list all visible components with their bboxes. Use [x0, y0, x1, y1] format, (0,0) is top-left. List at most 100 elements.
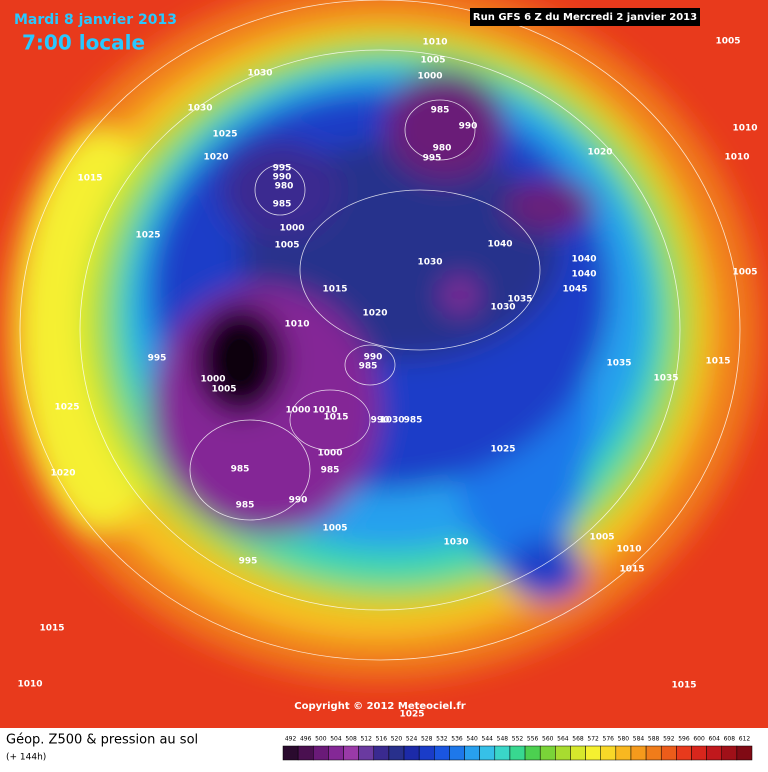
pressure-label: 1040: [571, 255, 596, 265]
band: [505, 180, 595, 230]
pressure-label: 1025: [212, 130, 237, 140]
forecast-time: 7:00 locale: [22, 31, 145, 55]
scale-label: 572: [587, 736, 599, 743]
scale-swatch: [706, 745, 722, 761]
pressure-label: 1005: [211, 385, 236, 395]
scale-swatch: [373, 745, 390, 761]
pressure-label: 990: [273, 173, 292, 183]
scale-swatch: [358, 745, 375, 761]
scale-label: 552: [512, 736, 524, 743]
pressure-label: 1005: [732, 268, 757, 278]
isobar: [344, 344, 396, 386]
pressure-label: 1025: [399, 710, 424, 720]
scale-swatch: [555, 745, 571, 761]
scale-swatch: [691, 745, 707, 761]
scale-swatch: [282, 745, 299, 761]
run-box: [470, 8, 700, 26]
scale-swatch: [328, 745, 344, 761]
scale-label: 516: [376, 736, 388, 743]
isobars: [19, 0, 741, 661]
scale-label: 584: [633, 736, 645, 743]
pressure-label: 1005: [420, 56, 445, 66]
pressure-label: 1015: [322, 285, 347, 295]
pressure-label: 1030: [379, 416, 404, 426]
scale-label: 608: [724, 736, 736, 743]
pressure-label: 1030: [443, 538, 468, 548]
isobar: [299, 189, 541, 351]
scale-swatch: [585, 745, 601, 761]
scale-swatch: [645, 745, 662, 761]
scale-swatch: [418, 745, 435, 761]
band: [195, 305, 285, 415]
scale-swatch: [539, 745, 556, 761]
pressure-label: 1035: [653, 374, 678, 384]
pressure-label: 1020: [203, 153, 228, 163]
pressure-label: 1015: [323, 413, 348, 423]
scale-swatch: [600, 745, 617, 761]
pressure-label: 1040: [487, 240, 512, 250]
run-info: Run GFS 6 Z du Mercredi 2 janvier 2013: [473, 12, 697, 23]
band: [220, 140, 340, 240]
scale-label: 576: [603, 736, 615, 743]
pressure-label: 1015: [77, 174, 102, 184]
pressure-label: 1010: [312, 406, 337, 416]
pressure-label: 990: [371, 416, 390, 426]
scale-label: 512: [360, 736, 372, 743]
pressure-label: 1020: [362, 309, 387, 319]
scale-label: 580: [618, 736, 630, 743]
scale-label: 496: [300, 736, 312, 743]
pressure-label: 980: [275, 182, 294, 192]
scale-label: 600: [693, 736, 705, 743]
geopotential-shading: [0, 0, 760, 680]
scale-label: 500: [315, 736, 327, 743]
pressure-label: 1005: [322, 524, 347, 534]
pressure-label: 1015: [619, 565, 644, 575]
pressure-label: 995: [423, 154, 442, 164]
scale-label: 564: [557, 736, 569, 743]
scale-swatch: [464, 745, 480, 761]
pressure-label: 1015: [671, 681, 696, 691]
copyright: Copyright © 2012 Meteociel.fr: [294, 701, 465, 712]
pressure-label: 1030: [417, 258, 442, 268]
pressure-label: 1000: [417, 72, 442, 82]
scale-swatch: [509, 745, 526, 761]
band: [442, 277, 478, 313]
pressure-label: 1035: [606, 359, 631, 369]
scale-label: 492: [285, 736, 297, 743]
scale-swatch: [660, 745, 677, 761]
scale-label: 592: [663, 736, 675, 743]
pressure-labels: 1010100510001030103010251020101598599098…: [17, 37, 757, 720]
pressure-label: 1035: [507, 295, 532, 305]
scale-label: 536: [451, 736, 463, 743]
pressure-label: 1005: [274, 241, 299, 251]
isobar: [79, 49, 681, 611]
scale-label: 604: [708, 736, 720, 743]
scale-label: 540: [466, 736, 478, 743]
pressure-label: 1030: [247, 69, 272, 79]
scale-swatch: [570, 745, 586, 761]
band: [505, 540, 585, 600]
isobar: [404, 99, 476, 161]
pressure-label: 985: [231, 465, 250, 475]
scale-swatch: [524, 745, 541, 761]
scale-label: 544: [482, 736, 494, 743]
scale-swatch: [388, 745, 405, 761]
pressure-label: 1005: [589, 533, 614, 543]
pressure-label: 995: [273, 164, 292, 174]
scale-label: 596: [678, 736, 690, 743]
pressure-label: 985: [273, 200, 292, 210]
scale-label: 588: [648, 736, 660, 743]
scale-label: 532: [436, 736, 448, 743]
scale-label: 560: [542, 736, 554, 743]
color-scale: 492 496 500 504 508 512 516 520 524 528 532 536 540 5…: [282, 736, 753, 761]
scale-swatch: [297, 745, 314, 761]
scale-label: 528: [421, 736, 433, 743]
scale-swatch: [630, 745, 647, 761]
pressure-label: 995: [239, 557, 258, 567]
scale-swatch: [403, 745, 420, 761]
pressure-label: 1045: [562, 285, 587, 295]
pressure-label: 985: [236, 501, 255, 511]
pressure-label: 1025: [135, 231, 160, 241]
